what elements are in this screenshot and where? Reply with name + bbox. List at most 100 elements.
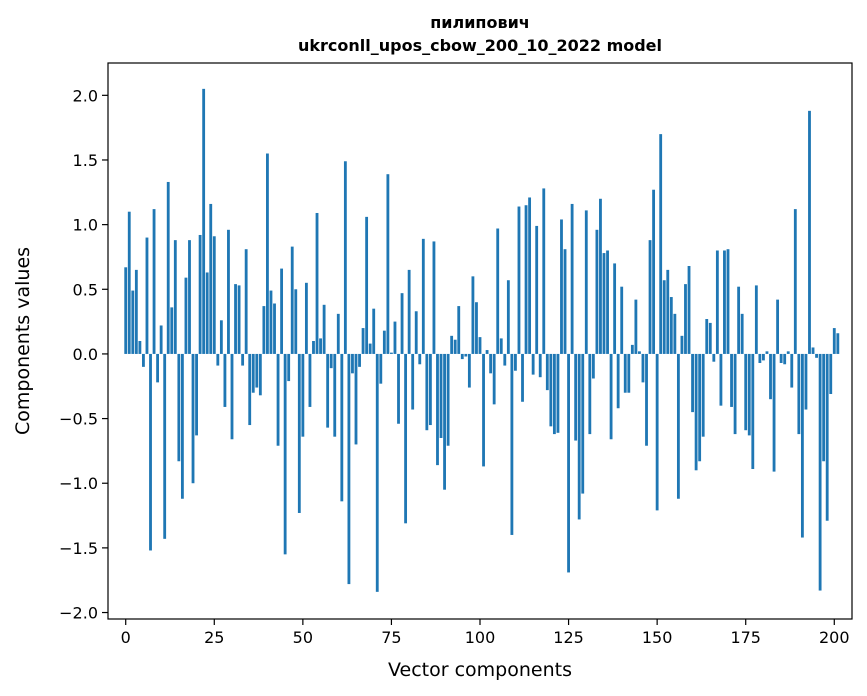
bar-121: [552, 353, 556, 435]
x-tick-label: 175: [730, 628, 761, 647]
bar-36: [251, 353, 255, 393]
bar-130: [584, 210, 588, 354]
bar-66: [358, 353, 361, 367]
bar-142: [627, 353, 631, 393]
bar-169: [723, 250, 726, 354]
bar-148: [648, 240, 652, 354]
bar-6: [145, 237, 149, 354]
bar-195: [815, 353, 818, 358]
bar-151: [659, 134, 663, 354]
plot-area-frame: [107, 62, 853, 620]
bar-155: [673, 313, 677, 354]
bar-174: [740, 313, 744, 354]
bar-44: [280, 268, 284, 354]
bar-113: [524, 205, 528, 354]
bar-187: [786, 351, 790, 354]
bar-160: [691, 353, 694, 413]
x-tick-label: 200: [819, 628, 850, 647]
bar-65: [354, 353, 358, 445]
bar-147: [645, 353, 648, 446]
bar-136: [606, 250, 609, 354]
x-axis-label: Vector components: [388, 659, 572, 681]
bar-145: [638, 351, 641, 354]
bar-10: [159, 325, 163, 354]
bar-0: [124, 267, 128, 354]
bar-111: [517, 206, 521, 354]
bar-40: [266, 153, 269, 354]
bar-185: [779, 353, 783, 363]
bar-146: [641, 353, 645, 383]
bar-3: [134, 269, 138, 354]
bar-103: [489, 353, 493, 374]
bar-51: [304, 282, 308, 354]
bar-105: [496, 228, 500, 354]
bar-80: [407, 269, 411, 354]
bar-128: [577, 353, 581, 520]
y-tick-label: −1.0: [59, 474, 98, 493]
bar-27: [219, 320, 223, 354]
bar-55: [319, 338, 322, 354]
bar-60: [336, 313, 340, 354]
bar-150: [655, 353, 659, 511]
bar-61: [340, 353, 344, 502]
bar-17: [184, 277, 188, 354]
bar-182: [769, 353, 772, 400]
bar-163: [701, 353, 705, 437]
bars-group: [124, 88, 840, 592]
bar-123: [560, 219, 563, 354]
bar-19: [191, 353, 195, 484]
bar-190: [797, 353, 801, 435]
bar-74: [386, 174, 390, 354]
bar-46: [287, 353, 291, 382]
y-axis-label: Components values: [12, 247, 34, 435]
bar-67: [361, 328, 365, 354]
bar-84: [421, 238, 425, 354]
bar-56: [322, 304, 326, 354]
bar-93: [453, 339, 457, 354]
bar-120: [549, 353, 553, 427]
bar-54: [315, 212, 319, 354]
bar-30: [230, 353, 234, 440]
bar-197: [822, 353, 826, 462]
bar-79: [404, 353, 408, 524]
bar-64: [351, 353, 354, 374]
bar-97: [467, 353, 471, 388]
chart-title-line1: пилипович: [430, 13, 530, 32]
bar-87: [432, 241, 436, 354]
bar-29: [227, 229, 230, 354]
bar-47: [290, 246, 294, 354]
bar-181: [765, 351, 769, 354]
bar-78: [400, 293, 404, 354]
bar-152: [662, 280, 666, 354]
bar-108: [506, 280, 510, 354]
bar-62: [343, 161, 347, 354]
bar-186: [783, 353, 787, 365]
bar-9: [156, 353, 160, 383]
y-tick-label: −0.5: [59, 410, 98, 429]
bar-109: [510, 353, 514, 535]
bar-59: [333, 353, 337, 437]
x-tick-label: 25: [204, 628, 224, 647]
bar-196: [818, 353, 822, 591]
bar-184: [776, 299, 780, 354]
bar-183: [772, 353, 776, 472]
bar-129: [581, 353, 585, 494]
x-tick-label: 0: [121, 628, 131, 647]
bar-176: [747, 353, 751, 436]
bar-153: [666, 269, 670, 354]
bar-48: [294, 289, 298, 354]
bar-16: [180, 353, 184, 499]
bar-86: [428, 353, 432, 426]
bar-23: [205, 272, 209, 354]
bar-192: [804, 353, 808, 410]
bar-112: [521, 353, 524, 402]
bar-82: [414, 311, 418, 354]
bar-38: [258, 353, 262, 396]
bar-37: [255, 353, 259, 388]
bar-135: [602, 253, 606, 354]
bar-161: [694, 353, 698, 471]
bar-76: [393, 321, 397, 354]
x-tick-label: 75: [381, 628, 401, 647]
bar-70: [372, 308, 376, 354]
